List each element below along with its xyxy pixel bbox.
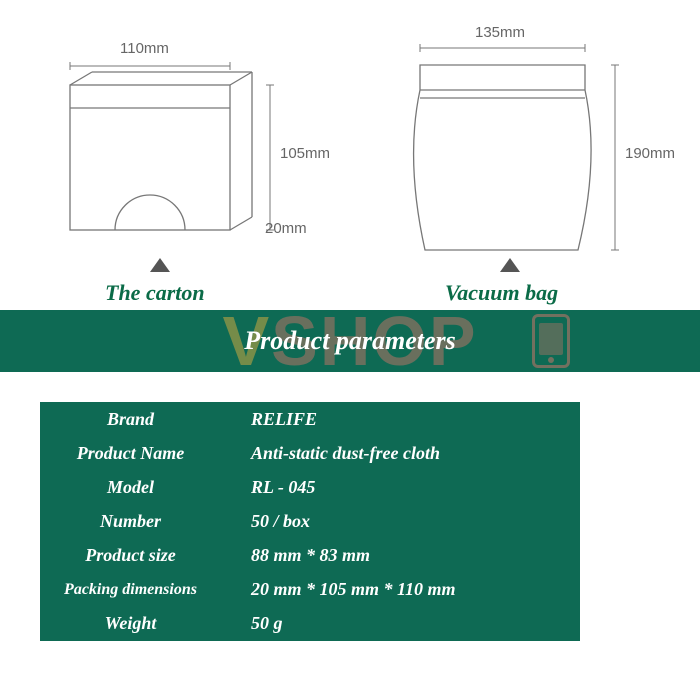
- param-label: Product Name: [41, 437, 221, 471]
- banner-title: Product parameters: [244, 326, 456, 356]
- param-value: RL - 045: [221, 471, 580, 505]
- phone-icon: [532, 314, 570, 368]
- bag-height-label: 190mm: [625, 145, 675, 162]
- carton-diagram: [60, 60, 300, 250]
- param-label: Product size: [41, 539, 221, 573]
- carton-width-label: 110mm: [120, 40, 169, 57]
- triangle-icon: [500, 258, 520, 272]
- parameters-table-wrap: BrandRELIFE Product NameAnti-static dust…: [0, 372, 700, 641]
- bag-diagram: [400, 40, 660, 280]
- table-row: Product size88 mm * 83 mm: [41, 539, 580, 573]
- table-row: Number50 / box: [41, 505, 580, 539]
- param-label: Brand: [41, 403, 221, 437]
- param-value: 50 g: [221, 607, 580, 641]
- param-label: Packing dimensions: [41, 573, 221, 607]
- carton-caption: The carton: [105, 280, 205, 306]
- param-value: Anti-static dust-free cloth: [221, 437, 580, 471]
- param-label: Number: [41, 505, 221, 539]
- carton-depth-label: 20mm: [265, 220, 307, 237]
- section-banner: VSHOP Product parameters: [0, 310, 700, 372]
- param-value: RELIFE: [221, 403, 580, 437]
- triangle-icon: [150, 258, 170, 272]
- param-value: 88 mm * 83 mm: [221, 539, 580, 573]
- table-row: BrandRELIFE: [41, 403, 580, 437]
- param-value: 20 mm * 105 mm * 110 mm: [221, 573, 580, 607]
- param-value: 50 / box: [221, 505, 580, 539]
- bag-width-label: 135mm: [475, 24, 525, 41]
- table-row: Weight50 g: [41, 607, 580, 641]
- param-label: Weight: [41, 607, 221, 641]
- table-row: Product NameAnti-static dust-free cloth: [41, 437, 580, 471]
- table-row: Packing dimensions20 mm * 105 mm * 110 m…: [41, 573, 580, 607]
- table-row: ModelRL - 045: [41, 471, 580, 505]
- diagrams-area: 110mm 105mm 20mm 135mm 190mm The carton …: [0, 0, 700, 310]
- parameters-table: BrandRELIFE Product NameAnti-static dust…: [40, 402, 580, 641]
- carton-height-label: 105mm: [280, 145, 330, 162]
- param-label: Model: [41, 471, 221, 505]
